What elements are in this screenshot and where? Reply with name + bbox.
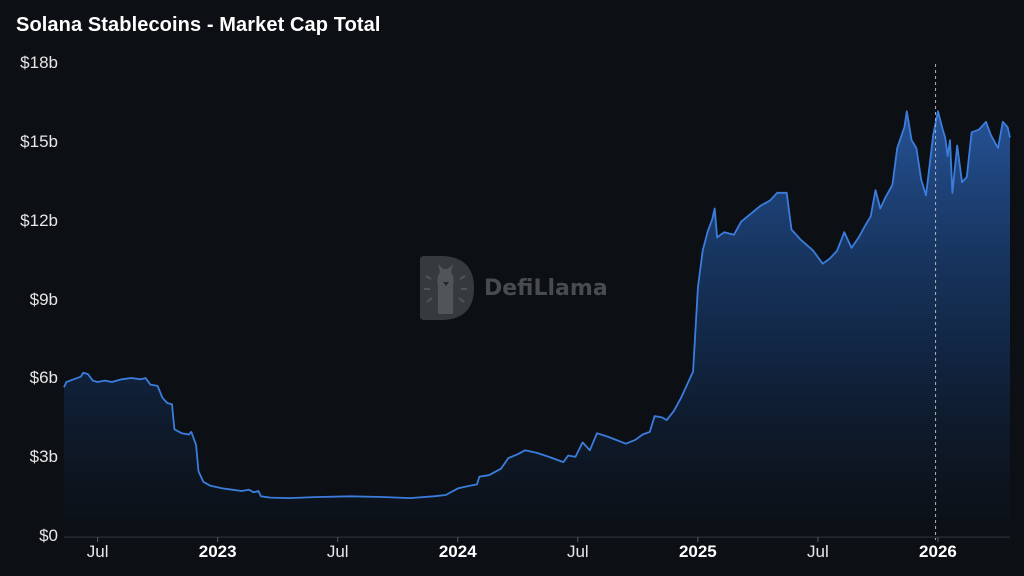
- chart-title: Solana Stablecoins - Market Cap Total: [16, 14, 381, 36]
- llama-logo-icon: [418, 256, 474, 320]
- x-tick-label: Jul: [807, 542, 829, 561]
- y-tick-label: $0: [39, 526, 58, 545]
- x-tick-label: Jul: [86, 542, 109, 561]
- series-line: [63, 110, 1011, 499]
- x-tick-label: 2025: [678, 542, 717, 561]
- y-tick-label: $12b: [20, 210, 58, 230]
- watermark: DefiLlama: [418, 256, 608, 320]
- y-tick-label: $9b: [29, 289, 58, 309]
- y-tick-label: $6b: [29, 368, 58, 388]
- y-tick-label: $15b: [20, 131, 58, 151]
- area-fill: [64, 111, 1010, 538]
- y-tick-label: $18b: [20, 53, 58, 72]
- x-tick-label: 2024: [438, 542, 477, 561]
- x-tick-label: Jul: [326, 542, 349, 561]
- watermark-text: DefiLlama: [484, 275, 608, 301]
- x-axis-ticks: [97, 537, 939, 542]
- x-tick-label: 2023: [198, 542, 237, 561]
- x-tick-label: 2026: [919, 542, 957, 561]
- y-tick-label: $3b: [29, 447, 58, 467]
- x-tick-label: Jul: [566, 542, 589, 561]
